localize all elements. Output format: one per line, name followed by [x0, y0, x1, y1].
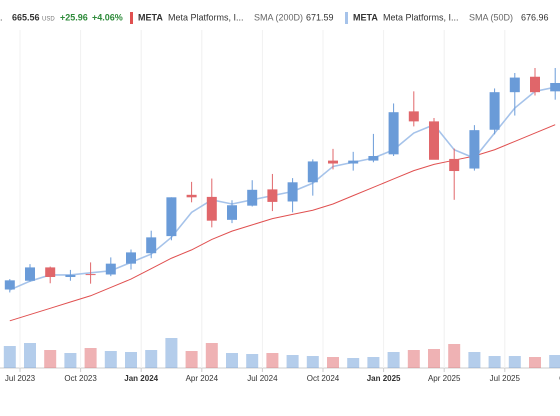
x-tick-label: Jan 2024 [124, 374, 158, 383]
candle-body [247, 189, 258, 206]
sma-line [9, 86, 556, 291]
candle-body [166, 197, 177, 237]
candle-body [469, 130, 480, 169]
volume-bar [104, 351, 117, 368]
volume-bar [205, 343, 218, 368]
candle-body [287, 182, 298, 202]
volume-bar [125, 352, 137, 368]
legend-desc: Meta Platforms, I... [383, 12, 459, 22]
volume-bar [387, 352, 400, 368]
legend-swatch [130, 12, 133, 24]
x-tick-label: Apr 2025 [428, 374, 461, 383]
volume-bar [448, 344, 461, 368]
candle-body [4, 280, 15, 290]
volume-bar [488, 356, 501, 368]
legend-last: 676.96 [521, 12, 549, 22]
volume-bar [468, 352, 481, 368]
volume-bar [367, 357, 380, 368]
candle-body [388, 112, 399, 155]
volume-bar [407, 350, 420, 368]
candle-body [146, 237, 157, 254]
candle-body [328, 160, 338, 164]
volume-bar [3, 346, 16, 368]
candle-body [25, 267, 35, 281]
candle-body [368, 156, 379, 161]
volume-bar [286, 355, 299, 368]
legend-swatch [345, 12, 348, 24]
volume-bar [529, 357, 541, 368]
candle-body [126, 252, 136, 264]
candle-body [206, 196, 217, 221]
legend-indicator: SMA (50D) [469, 12, 513, 22]
volume-bar [508, 356, 521, 368]
candle-body [105, 263, 116, 275]
candle-body [348, 160, 359, 164]
price: 665.56 [12, 12, 40, 22]
legend-last: 671.59 [306, 12, 334, 22]
volume-bar [549, 355, 560, 368]
legend-indicator: SMA (200D) [254, 12, 303, 22]
candle-body [449, 158, 460, 172]
volume-bar [306, 356, 319, 368]
sma-line [9, 124, 556, 322]
volume-bar [327, 357, 339, 368]
candle-body [489, 92, 500, 130]
x-tick-label: Jul 2024 [247, 374, 278, 383]
legend-name: META [353, 12, 378, 22]
volume-bar [145, 350, 158, 368]
volume-bar [84, 348, 97, 368]
x-tick-label: Jul 2025 [490, 374, 521, 383]
volume-bar [266, 353, 279, 368]
x-tick-label: Oct 2023 [64, 374, 97, 383]
x-tick-label: Oct 2024 [307, 374, 340, 383]
candle-body [186, 194, 197, 198]
volume-bar [24, 343, 36, 368]
change: +25.96 [60, 12, 88, 22]
change-pct: +4.06% [92, 12, 123, 22]
legend-desc: Meta Platforms, I... [168, 12, 244, 22]
volume-bar [428, 349, 440, 368]
candle-body [267, 189, 278, 202]
x-tick-label: Apr 2024 [186, 374, 219, 383]
volume-bar [246, 354, 259, 368]
candle-body [85, 274, 96, 276]
candle-body [530, 76, 540, 93]
volume-bar [185, 351, 198, 368]
volume-bar [165, 338, 178, 368]
x-tick-label: Jan 2025 [367, 374, 401, 383]
legend-name: META [138, 12, 163, 22]
candle-body [509, 77, 520, 93]
header: . 665.56 USD +25.96 +4.06% [0, 12, 123, 22]
volume-bar [347, 358, 360, 368]
candle-body [45, 267, 56, 278]
volume-bar [64, 353, 77, 368]
candle-body [550, 82, 560, 92]
candle-body [227, 205, 237, 220]
volume-bar [226, 353, 238, 368]
candle-body [429, 121, 439, 160]
candle-body [408, 111, 419, 122]
currency: USD [42, 17, 55, 23]
header-lead: . [0, 12, 3, 22]
candle-body [307, 161, 318, 183]
volume-bar [44, 350, 57, 368]
candle-body [65, 274, 76, 278]
x-tick-label: Jul 2023 [5, 374, 36, 383]
